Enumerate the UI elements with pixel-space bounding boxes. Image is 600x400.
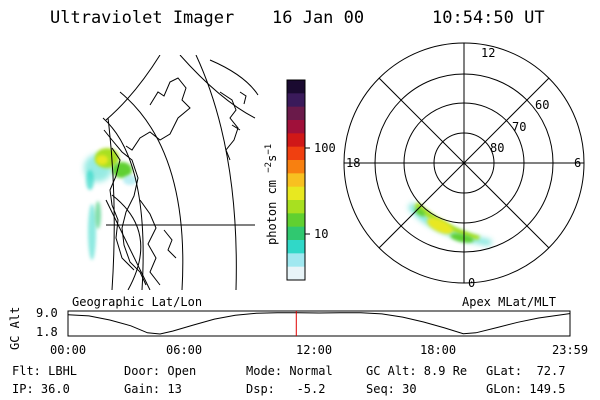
colorbar-band (287, 266, 305, 281)
geo-grid (102, 55, 259, 290)
colorbar-band (287, 160, 305, 174)
mlt-label-18: 18 (346, 156, 361, 170)
polar-aurora (408, 202, 492, 246)
info-glat: GLat: 72.7 (486, 364, 566, 378)
info-mode: Mode: Normal (246, 364, 333, 378)
info-door: Door: Open (124, 364, 197, 378)
info-ip: IP: 36.0 (12, 382, 70, 396)
timeline-x-tick-0: 00:00 (50, 343, 87, 357)
geographic-map (84, 55, 259, 290)
polar-panel-label: Apex MLat/MLT (462, 295, 556, 309)
info-gain: Gain: 13 (124, 382, 182, 396)
info-glon: GLon: 149.5 (486, 382, 566, 396)
info-seq: Seq: 30 (366, 382, 417, 396)
info-dsp: Dsp: -5.2 (246, 382, 326, 396)
time-readout: 10:54:50 UT (432, 8, 545, 28)
orbit-timeline (67, 310, 571, 337)
timeline-x-tick-4: 23:59 (552, 343, 589, 357)
colorbar-band (287, 146, 305, 161)
timeline-x-tick-2: 12:00 (296, 343, 333, 357)
colorbar-band (287, 186, 305, 201)
colorbar-band (287, 93, 305, 108)
colorbar-band (287, 253, 305, 268)
colorbar-unit-label: photon cm −2s−1 (264, 143, 279, 245)
timeline-y-tick-min: 1.8 (36, 325, 58, 339)
date-readout: 16 Jan 00 (272, 8, 365, 28)
polar-plot (343, 42, 585, 284)
app-title: Ultraviolet Imager (50, 8, 235, 28)
mlt-label-6: 6 (574, 156, 582, 170)
timeline-x-tick-3: 18:00 (420, 343, 457, 357)
colorbar-tick-100: 100 (314, 141, 336, 155)
info-gc-alt: GC Alt: 8.9 Re (366, 364, 468, 378)
info-filter: Flt: LBHL (12, 364, 78, 378)
timeline-x-tick-1: 06:00 (166, 343, 203, 357)
colorbar-band (287, 80, 305, 94)
timeline-y-label: GC Alt (8, 306, 22, 350)
mlat-label-80: 80 (490, 141, 505, 155)
mlat-label-70: 70 (512, 120, 527, 134)
colorbar-band (287, 240, 305, 254)
colorbar-band (287, 173, 305, 188)
colorbar-band (287, 213, 305, 228)
mlat-label-60: 60 (535, 98, 550, 112)
geo-coastlines (103, 77, 247, 286)
colorbar-band (287, 106, 305, 121)
colorbar-band (287, 200, 305, 214)
mlt-label-0: 0 (468, 276, 476, 290)
polar-diag-2 (378, 77, 550, 249)
orbit-altitude-curve (67, 312, 570, 335)
geo-aurora (84, 148, 137, 260)
colorbar-band (287, 133, 305, 148)
colorbar-band (287, 120, 305, 134)
colorbar-bands (287, 80, 305, 281)
colorbar-band (287, 226, 305, 241)
colorbar (286, 79, 310, 281)
colorbar-tick-10: 10 (314, 227, 329, 241)
mlt-label-12: 12 (481, 46, 496, 60)
timeline-y-tick-max: 9.0 (36, 306, 58, 320)
geo-panel-label: Geographic Lat/Lon (72, 295, 203, 309)
